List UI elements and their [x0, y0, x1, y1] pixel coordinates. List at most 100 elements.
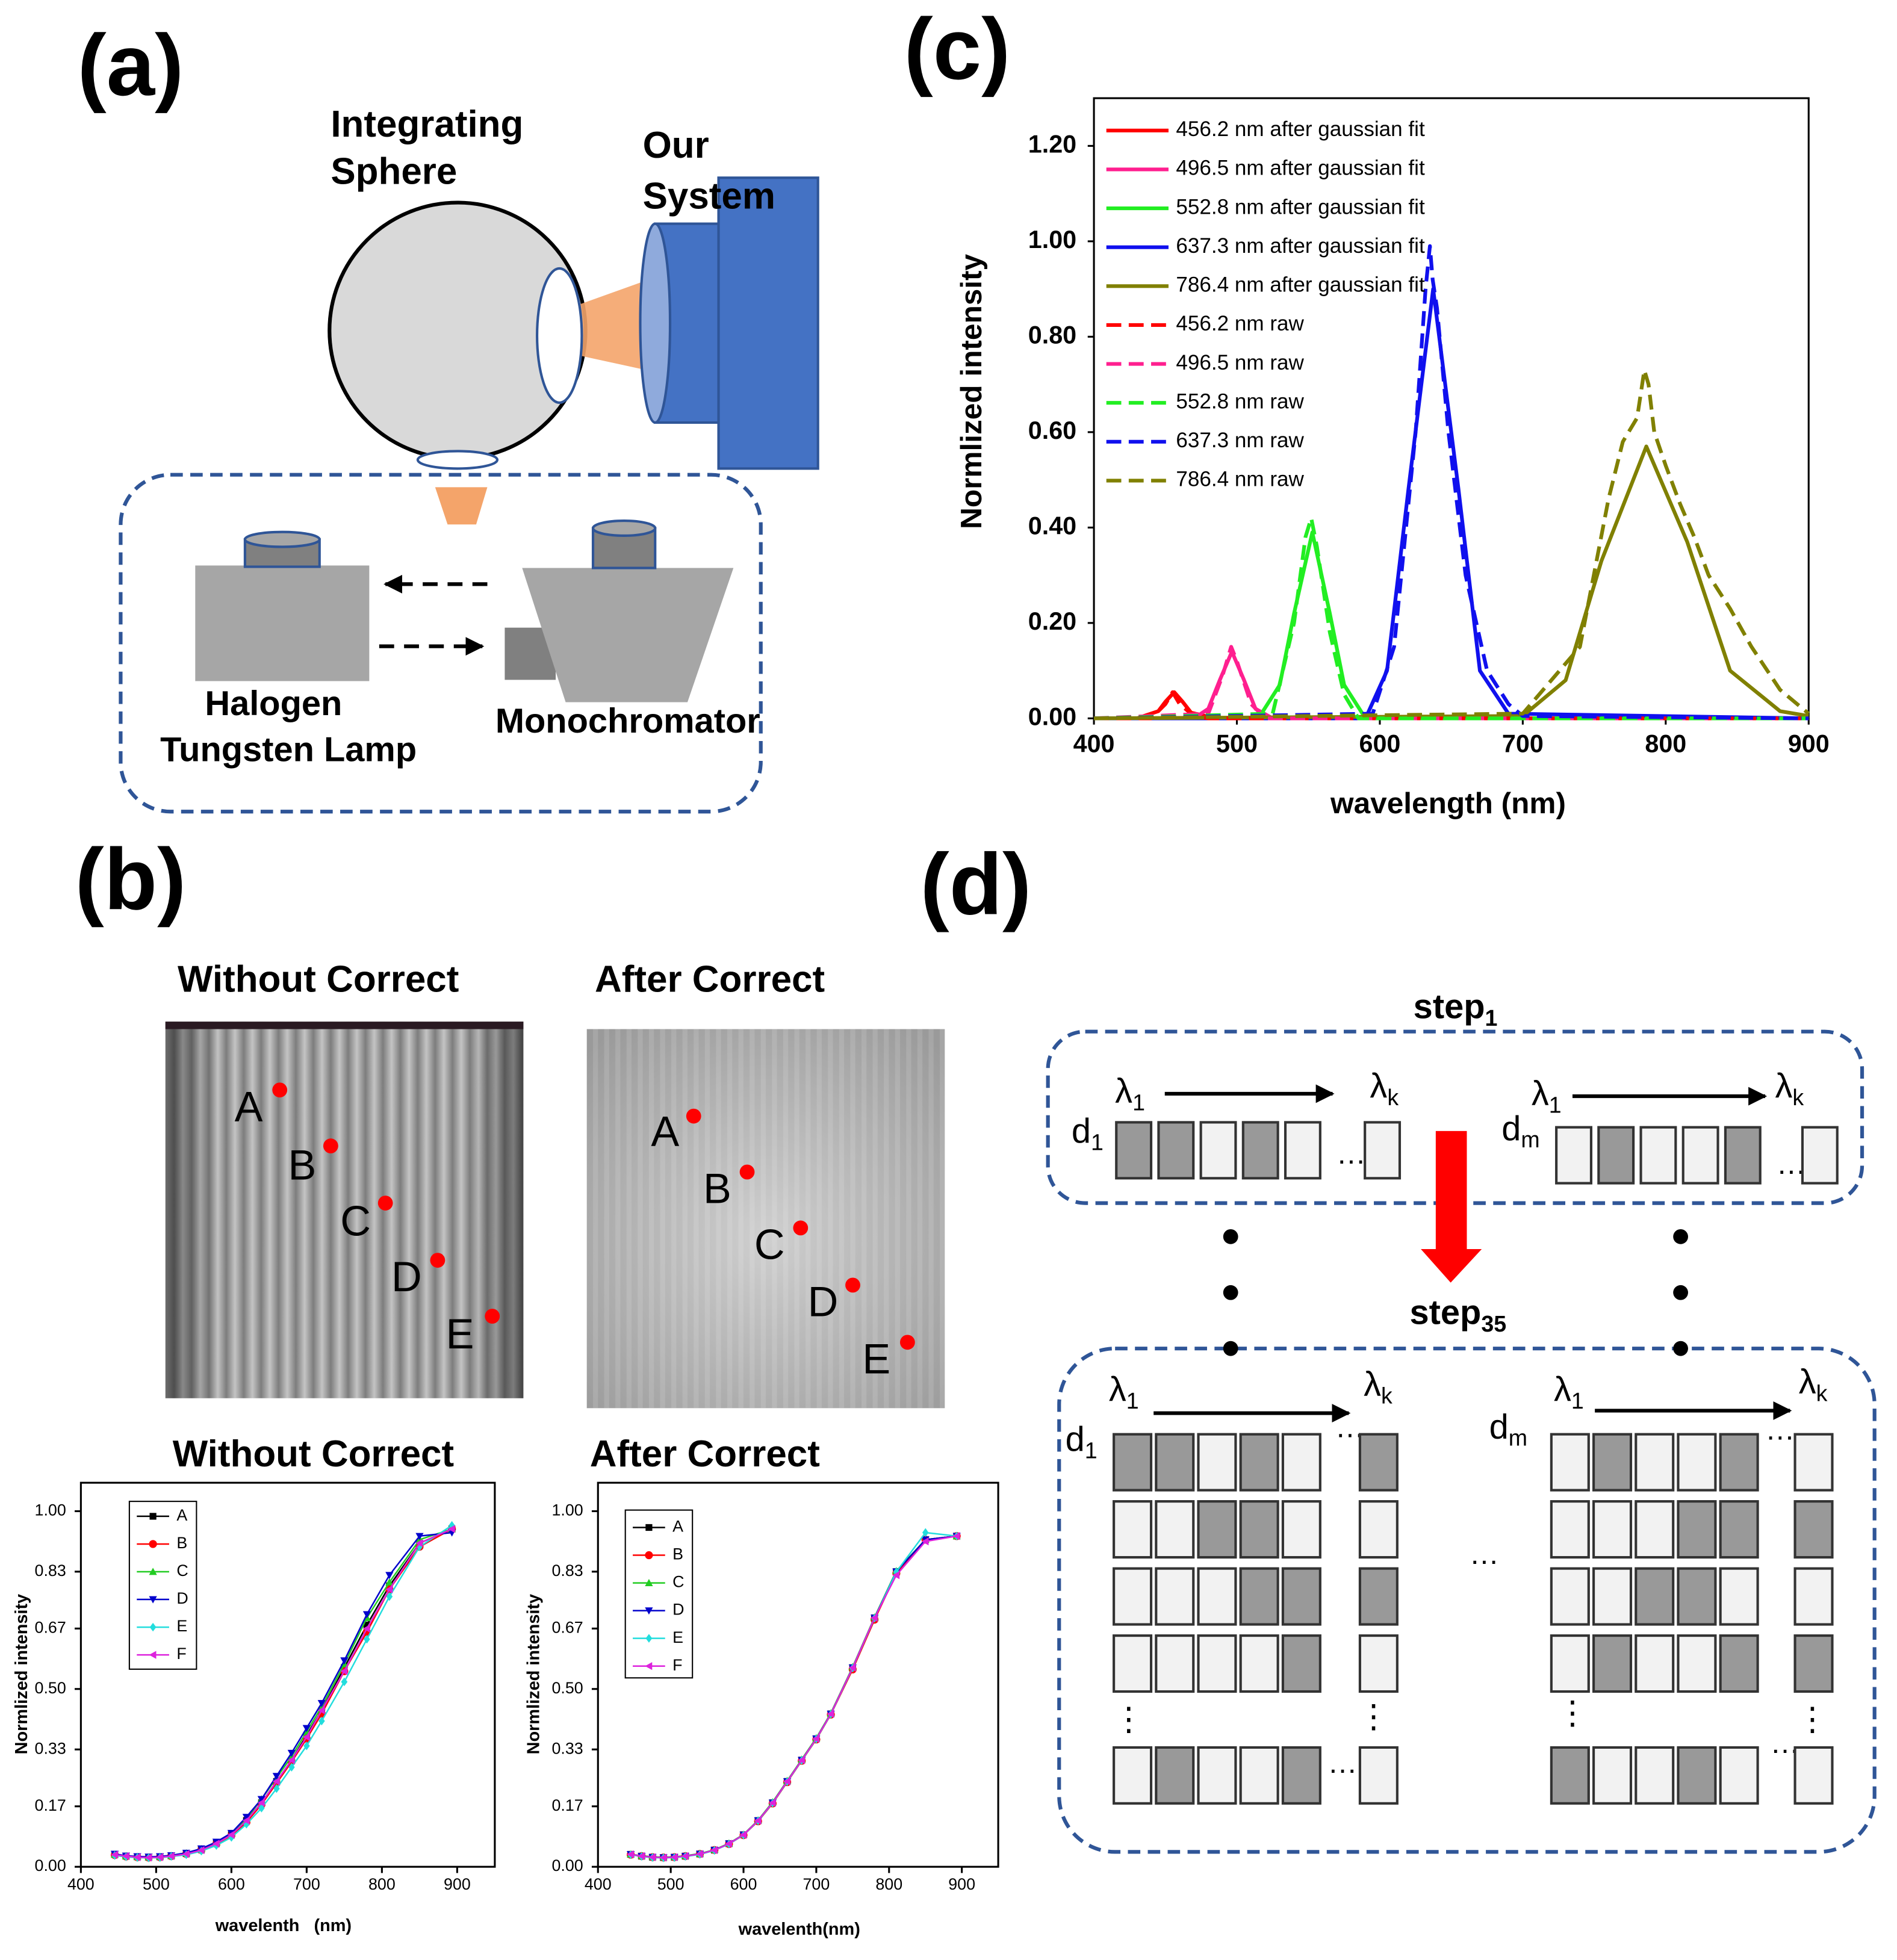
point-label: E	[446, 1310, 474, 1357]
marker	[363, 1621, 370, 1629]
vertical-ellipsis: ⋮	[1796, 1701, 1829, 1737]
marker	[725, 1840, 733, 1848]
marker	[638, 1852, 645, 1860]
image-shading	[165, 1022, 524, 1398]
wavelength-cell	[1115, 1121, 1153, 1180]
subscript: k	[1792, 1085, 1804, 1110]
plot-frame	[597, 1481, 999, 1868]
symbol: λ	[1775, 1067, 1793, 1106]
y-tick-label: 0.67	[35, 1618, 66, 1636]
x-tick-label: 400	[1073, 730, 1115, 758]
marker	[645, 1578, 653, 1586]
x-tick-label: 500	[1216, 730, 1258, 758]
light-beam	[562, 276, 659, 373]
lamp-port	[243, 530, 321, 548]
marker	[318, 1716, 325, 1726]
wavelength-cell	[1793, 1634, 1834, 1693]
x-tick-label: 800	[368, 1875, 396, 1893]
wavelength-cell	[1358, 1500, 1399, 1559]
wavelength-cell	[1677, 1500, 1717, 1559]
marker	[626, 1850, 634, 1859]
symbol: λ	[1109, 1371, 1126, 1409]
label: Our	[643, 125, 709, 166]
marker	[302, 1725, 311, 1732]
marker	[149, 1651, 157, 1659]
x-axis-label: wavelenth(nm)	[738, 1920, 860, 1939]
wavelength-cell	[1635, 1567, 1675, 1626]
x-tick-label: 500	[657, 1875, 685, 1893]
algorithm-diagram	[1046, 1029, 1877, 1854]
x-axis-label: wavelenth (nm)	[215, 1916, 352, 1935]
legend-label: D	[672, 1601, 684, 1619]
marker	[848, 1663, 856, 1672]
marker	[362, 1624, 370, 1633]
ellipsis: …	[1765, 1413, 1795, 1447]
legend-label: 456.2 nm after gaussian fit	[1176, 117, 1425, 141]
symbol: λ	[1554, 1371, 1571, 1409]
legend-label: 637.3 nm raw	[1176, 429, 1304, 452]
lens	[639, 222, 672, 424]
wavelength-cell	[1155, 1746, 1195, 1805]
legend-label: B	[672, 1545, 683, 1563]
y-tick-label: 0.40	[1028, 512, 1076, 539]
wavelength-cell	[1635, 1500, 1675, 1559]
point-label: A	[651, 1108, 679, 1155]
wavelength-cell	[1241, 1121, 1279, 1180]
y-tick-label: 0.50	[551, 1679, 583, 1697]
marker	[645, 1662, 653, 1670]
subscript: 1	[1132, 1090, 1145, 1115]
wavelength-cell	[1719, 1567, 1759, 1626]
marker	[386, 1592, 393, 1601]
ellipsis: …	[1337, 1137, 1367, 1170]
y-tick-label: 0.83	[551, 1561, 583, 1580]
legend-label: 496.5 nm after gaussian fit	[1176, 157, 1425, 180]
marker	[257, 1799, 265, 1807]
marker	[288, 1763, 295, 1772]
marker	[645, 1524, 653, 1531]
panel-label: (d)	[921, 836, 1032, 933]
wavelength-cell	[1113, 1634, 1153, 1693]
wavelength-cell	[1239, 1634, 1279, 1693]
point-label: A	[235, 1082, 263, 1130]
marker	[228, 1832, 235, 1842]
marker	[659, 1853, 667, 1862]
dot	[1673, 1229, 1688, 1244]
wavelength-cell	[1155, 1500, 1195, 1559]
subscript: m	[1521, 1127, 1539, 1152]
symbol-label: d1	[1072, 1112, 1104, 1155]
wavelength-cell	[1197, 1634, 1237, 1693]
symbol: λ	[1532, 1075, 1549, 1113]
label: System	[643, 176, 775, 217]
y-tick-label: 0.33	[551, 1739, 583, 1757]
marker	[122, 1852, 129, 1860]
point-label: D	[808, 1277, 839, 1325]
wavelength-cell	[1681, 1126, 1719, 1185]
point-marker	[272, 1082, 288, 1098]
legend-label: D	[176, 1589, 188, 1607]
symbol: λ	[1364, 1365, 1381, 1404]
marker	[227, 1831, 235, 1839]
wavelength-cell	[1155, 1567, 1195, 1626]
wavelength-cell	[1281, 1746, 1321, 1805]
wavelength-cell	[1793, 1433, 1834, 1492]
point-label: B	[703, 1165, 731, 1212]
wavelength-cell	[1550, 1433, 1590, 1492]
wavelength-cell	[1199, 1121, 1237, 1180]
ellipsis: …	[1470, 1537, 1500, 1571]
marker	[340, 1667, 348, 1675]
subscript: k	[1816, 1380, 1828, 1406]
marker	[695, 1850, 703, 1858]
wavelength-cell	[1639, 1126, 1677, 1185]
y-tick-label: 0.50	[35, 1679, 66, 1697]
x-tick-label: 600	[1359, 730, 1400, 758]
wavelength-cell	[1801, 1126, 1839, 1185]
marker	[385, 1572, 394, 1580]
y-tick-label: 1.00	[1028, 226, 1076, 253]
wavelength-cell	[1597, 1126, 1635, 1185]
wavelength-cell	[1677, 1746, 1717, 1805]
point-marker	[430, 1253, 446, 1268]
subscript: 35	[1481, 1311, 1506, 1336]
marker	[415, 1533, 424, 1540]
wavelength-cell	[1113, 1500, 1153, 1559]
sphere-port	[536, 267, 583, 405]
